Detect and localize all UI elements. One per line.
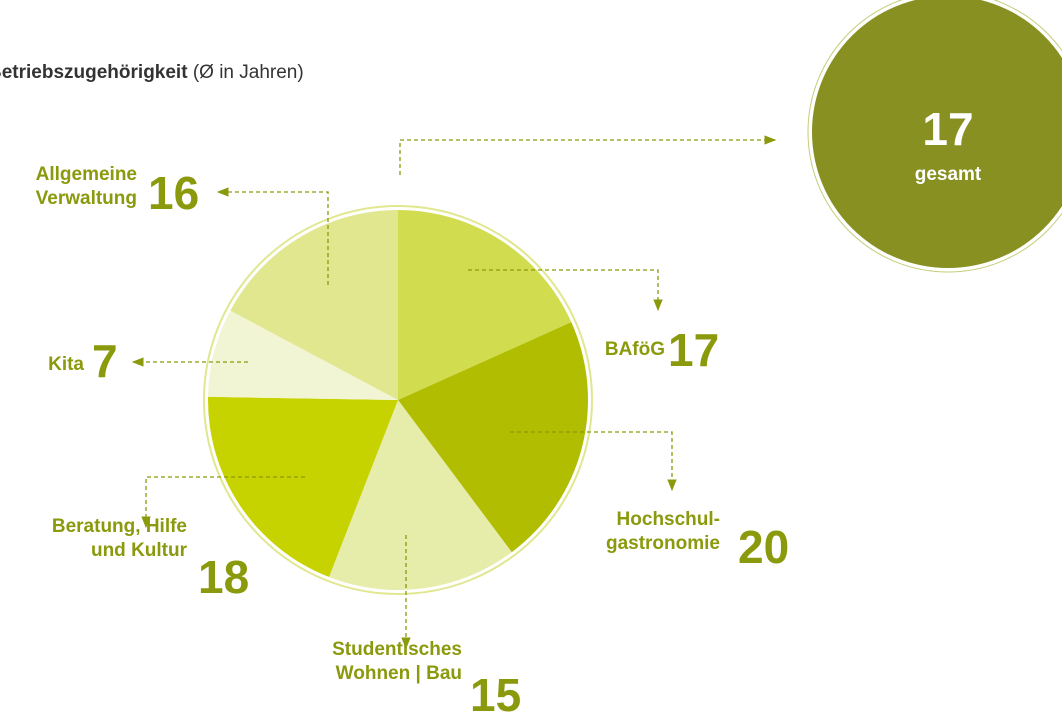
category-label: BAföG [605, 339, 665, 360]
label-line: Wohnen | Bau [336, 663, 462, 684]
label-line: gastronomie [606, 533, 720, 554]
label-line: Verwaltung [36, 188, 137, 209]
total-label: gesamt [915, 164, 982, 185]
total-circle [812, 0, 1062, 268]
pie-slice [398, 210, 572, 400]
category-label: Hochschul-gastronomie [606, 509, 720, 554]
pie-slice [230, 210, 398, 400]
category-label: Allgemeine Verwaltung [36, 164, 137, 209]
pie-slice [398, 322, 588, 553]
value-label: 16 [148, 167, 199, 219]
pie-slice [329, 400, 512, 590]
value-label: 7 [92, 335, 118, 387]
leader-arrow [510, 431, 677, 492]
label-line: Allgemeine [36, 164, 137, 185]
pie-slice [208, 310, 398, 400]
label-line: Kita [48, 354, 84, 375]
leader-arrow [141, 476, 305, 529]
category-label: Kita [48, 354, 84, 375]
chart-title: Betriebszugehörigkeit [0, 62, 188, 83]
value-label: 20 [738, 521, 789, 573]
total-value: 17 [922, 103, 973, 155]
label-line: Beratung, Hilfe [52, 516, 187, 537]
pie-slice [208, 396, 398, 578]
value-label: 17 [668, 324, 719, 376]
leader-arrow [468, 269, 663, 312]
category-label: Beratung, Hilfe und Kultur [52, 516, 188, 561]
label-line: Hochschul- [617, 509, 720, 530]
value-label: 15 [470, 669, 521, 721]
value-label: 18 [198, 551, 249, 603]
leader-arrow [216, 187, 329, 285]
label-line: BAföG [605, 339, 665, 360]
label-line: und Kultur [91, 540, 188, 561]
chart-subtitle: (Ø in Jahren) [193, 62, 304, 83]
chart-title-row: Betriebszugehörigkeit (Ø in Jahren) [0, 62, 304, 83]
category-label: Studentisches Wohnen | Bau [332, 639, 462, 684]
total-arrow [399, 135, 777, 175]
label-line: Studentisches [332, 639, 462, 660]
